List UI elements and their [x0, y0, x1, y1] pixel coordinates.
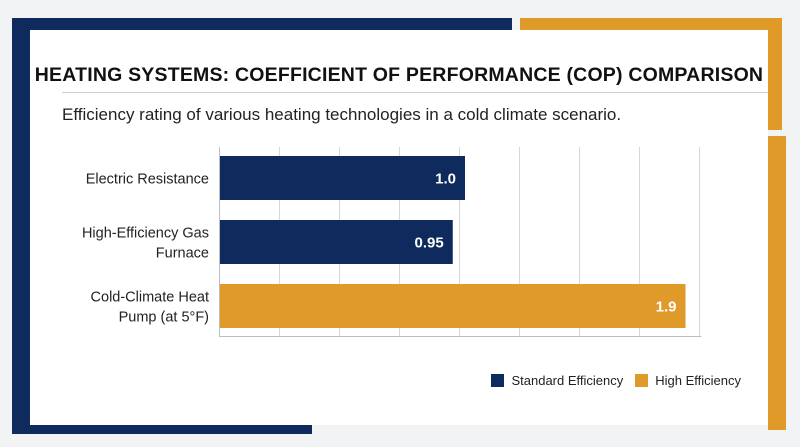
- legend-item-standard: Standard Efficiency: [491, 373, 623, 388]
- category-label: Furnace: [156, 246, 209, 262]
- chart-subtitle: Efficiency rating of various heating tec…: [62, 105, 622, 124]
- legend-item-high: High Efficiency: [635, 373, 741, 388]
- bar-value-label: 0.95: [415, 235, 444, 252]
- chart-legend: Standard Efficiency High Efficiency: [491, 373, 741, 388]
- legend-label-high: High Efficiency: [655, 373, 741, 388]
- bar: [220, 156, 465, 200]
- legend-label-standard: Standard Efficiency: [511, 373, 624, 388]
- legend-swatch-standard: [491, 374, 505, 387]
- category-label: Cold-Climate Heat: [91, 290, 209, 306]
- category-label: Electric Resistance: [86, 172, 209, 188]
- bar-chart: 1.0 Electric Resistance 0.95 High-Efficienc…: [82, 147, 702, 337]
- gold-side-accent: [768, 136, 786, 430]
- category-label: Pump (at 5°F): [119, 310, 209, 326]
- bar: [220, 220, 453, 264]
- chart-card: HEATING SYSTEMS: COEFFICIENT OF PERFORMA…: [30, 30, 768, 425]
- legend-swatch-high: [635, 374, 649, 387]
- chart-title: HEATING SYSTEMS: COEFFICIENT OF PERFORMA…: [34, 64, 764, 86]
- category-label: High-Efficiency Gas: [82, 226, 209, 242]
- title-divider: [62, 92, 768, 93]
- bar: [220, 284, 686, 328]
- bar-value-label: 1.9: [656, 299, 677, 316]
- bar-value-label: 1.0: [435, 171, 456, 188]
